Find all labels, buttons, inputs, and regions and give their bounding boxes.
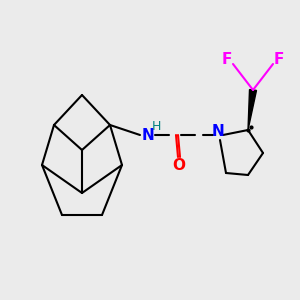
Text: H: H	[151, 121, 161, 134]
Polygon shape	[248, 90, 256, 130]
Text: N: N	[142, 128, 154, 142]
Text: F: F	[222, 52, 232, 67]
Text: N: N	[212, 124, 224, 139]
Text: O: O	[172, 158, 185, 172]
Text: F: F	[274, 52, 284, 67]
